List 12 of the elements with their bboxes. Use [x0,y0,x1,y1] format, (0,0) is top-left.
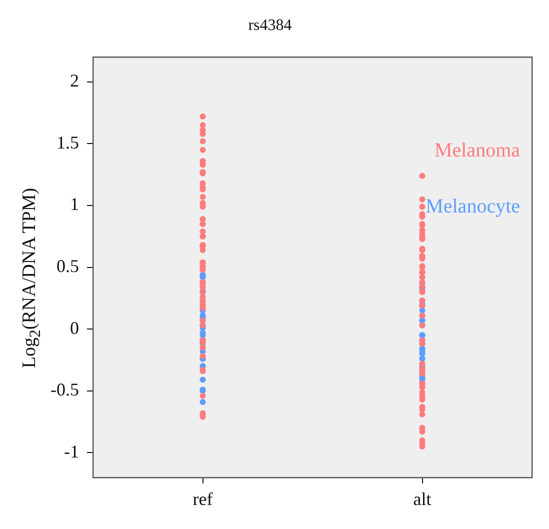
x-tick-label: alt [413,488,432,509]
y-tick-label: 0 [70,318,79,338]
x-tick-label: ref [192,488,213,509]
y-tick-label: 1.5 [56,132,79,152]
y-tick-label: -0.5 [50,380,79,400]
y-tick-label: -1 [64,441,79,462]
y-tick-label: 2 [70,70,79,91]
y-tick-label: 0.5 [56,256,79,276]
series-label: Melanoma [434,139,520,162]
y-tick-label: 1 [70,194,79,214]
chart-title: rs4384 [248,16,292,34]
text: Melanocyte [426,195,520,218]
